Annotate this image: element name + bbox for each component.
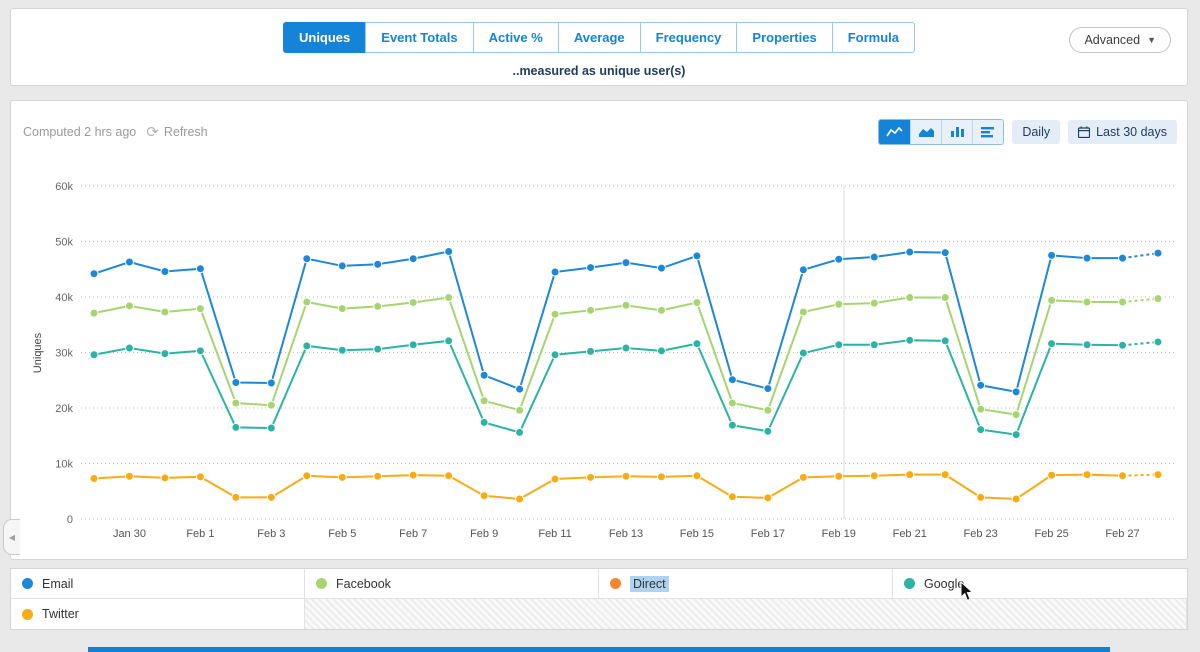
svg-text:Feb 25: Feb 25 [1034, 528, 1068, 540]
svg-text:Feb 15: Feb 15 [680, 528, 714, 540]
bar-chart-icon [980, 126, 997, 138]
svg-text:30k: 30k [55, 348, 73, 360]
calendar-icon [1078, 126, 1090, 138]
svg-text:Feb 3: Feb 3 [257, 528, 285, 540]
legend-item-facebook[interactable]: Facebook [305, 569, 599, 599]
column-chart-button[interactable] [941, 120, 972, 144]
metric-tabs: Uniques Event Totals Active % Average Fr… [11, 22, 1187, 53]
tab-active-percent[interactable]: Active % [473, 22, 559, 53]
tab-average[interactable]: Average [558, 22, 641, 53]
chart-type-toggle [878, 119, 1004, 145]
svg-text:20k: 20k [55, 403, 73, 415]
tab-uniques[interactable]: Uniques [283, 22, 366, 53]
svg-text:Feb 13: Feb 13 [609, 528, 643, 540]
svg-text:Feb 7: Feb 7 [399, 528, 427, 540]
tab-formula[interactable]: Formula [832, 22, 915, 53]
google-series-dot [904, 578, 915, 589]
legend-label: Email [42, 577, 73, 591]
svg-text:Feb 27: Feb 27 [1105, 528, 1139, 540]
svg-text:50k: 50k [55, 237, 73, 249]
svg-text:0: 0 [67, 514, 73, 526]
daily-interval-button[interactable]: Daily [1012, 120, 1060, 144]
bottom-blue-bar [88, 647, 1110, 652]
advanced-button[interactable]: Advanced ▼ [1069, 27, 1171, 53]
series-legend: Email Facebook Direct Google Twitter [10, 568, 1188, 630]
email-series-dot [22, 578, 33, 589]
legend-item-google[interactable]: Google [893, 569, 1187, 599]
refresh-button[interactable]: ⟳ Refresh [146, 123, 207, 141]
svg-text:Feb 23: Feb 23 [964, 528, 998, 540]
svg-text:40k: 40k [55, 292, 73, 304]
svg-text:Uniques: Uniques [32, 332, 44, 373]
svg-text:Feb 17: Feb 17 [751, 528, 785, 540]
column-chart-icon [949, 126, 966, 138]
legend-item-email[interactable]: Email [11, 569, 305, 599]
svg-text:Feb 9: Feb 9 [470, 528, 498, 540]
sidebar-collapse-handle[interactable]: ◀ [3, 519, 20, 555]
legend-item-direct[interactable]: Direct [599, 569, 893, 599]
computed-timestamp: Computed 2 hrs ago [23, 125, 136, 139]
date-range-label: Last 30 days [1096, 125, 1167, 139]
advanced-label: Advanced [1084, 33, 1140, 47]
svg-text:Feb 5: Feb 5 [328, 528, 356, 540]
daily-label: Daily [1022, 125, 1050, 139]
twitter-series-dot [22, 609, 33, 620]
legend-item-twitter[interactable]: Twitter [11, 599, 305, 629]
direct-series-dot [610, 578, 621, 589]
svg-text:60k: 60k [55, 181, 73, 193]
svg-text:Feb 19: Feb 19 [822, 528, 856, 540]
tab-properties[interactable]: Properties [736, 22, 832, 53]
area-chart-icon [918, 126, 935, 138]
tab-event-totals[interactable]: Event Totals [365, 22, 473, 53]
svg-text:Jan 30: Jan 30 [113, 528, 146, 540]
uniques-line-chart[interactable]: 0 10k 20k 30k 40k 50k 60k Uniques Jan 30 Feb 1 Feb… [11, 161, 1189, 561]
refresh-icon: ⟳ [146, 123, 159, 141]
line-chart-button[interactable] [879, 120, 910, 144]
svg-text:Feb 1: Feb 1 [186, 528, 214, 540]
date-range-button[interactable]: Last 30 days [1068, 120, 1177, 144]
refresh-label: Refresh [164, 125, 208, 139]
legend-label: Direct [630, 576, 669, 592]
facebook-series-dot [316, 578, 327, 589]
tab-frequency[interactable]: Frequency [640, 22, 738, 53]
chevron-left-icon: ◀ [9, 533, 15, 542]
svg-text:10k: 10k [55, 459, 73, 471]
legend-empty-cell [305, 599, 1187, 629]
legend-label: Twitter [42, 607, 79, 621]
metric-tabs-card: Uniques Event Totals Active % Average Fr… [10, 8, 1188, 86]
svg-text:Feb 11: Feb 11 [538, 528, 571, 540]
legend-label: Google [924, 577, 964, 591]
chevron-down-icon: ▼ [1147, 35, 1156, 45]
line-chart-icon [886, 126, 903, 138]
legend-label: Facebook [336, 577, 391, 591]
svg-text:Feb 21: Feb 21 [893, 528, 927, 540]
chart-card: Computed 2 hrs ago ⟳ Refresh [10, 100, 1188, 560]
area-chart-button[interactable] [910, 120, 941, 144]
measured-as-caption: ..measured as unique user(s) [11, 64, 1187, 78]
bar-chart-button[interactable] [972, 120, 1003, 144]
chart-plot-area[interactable]: 0 10k 20k 30k 40k 50k 60k Uniques Jan 30 Feb 1 Feb… [11, 161, 1189, 561]
